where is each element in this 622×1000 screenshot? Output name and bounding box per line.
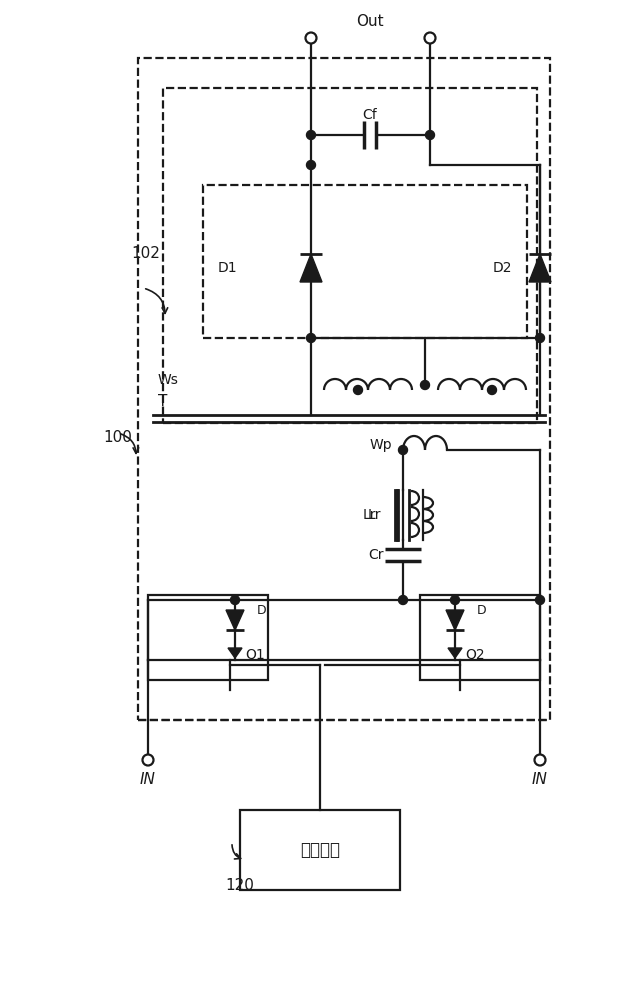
Circle shape xyxy=(534,754,545,766)
Text: Ws: Ws xyxy=(158,373,179,387)
Text: Q1: Q1 xyxy=(245,648,265,662)
Circle shape xyxy=(399,446,407,454)
Text: Cf: Cf xyxy=(363,108,378,122)
Text: 控制单元: 控制单元 xyxy=(300,841,340,859)
Circle shape xyxy=(536,334,544,342)
Text: Q2: Q2 xyxy=(465,648,485,662)
Bar xyxy=(203,185,527,338)
Bar xyxy=(148,595,268,680)
Polygon shape xyxy=(226,610,244,630)
Circle shape xyxy=(425,130,435,139)
Circle shape xyxy=(353,385,363,394)
Polygon shape xyxy=(300,254,322,282)
Text: Out: Out xyxy=(356,14,384,29)
Circle shape xyxy=(307,160,315,169)
Polygon shape xyxy=(448,648,462,658)
Text: IN: IN xyxy=(532,772,548,788)
Circle shape xyxy=(536,595,544,604)
Text: Cr: Cr xyxy=(368,548,384,562)
Text: D1: D1 xyxy=(218,261,238,275)
Circle shape xyxy=(307,130,315,139)
Circle shape xyxy=(305,32,317,43)
Text: T: T xyxy=(158,394,167,410)
Text: Lr: Lr xyxy=(363,508,376,522)
Text: Lr: Lr xyxy=(368,508,381,522)
Bar xyxy=(138,58,550,720)
Circle shape xyxy=(231,595,239,604)
Polygon shape xyxy=(228,648,242,658)
Bar xyxy=(163,88,537,423)
Text: 102: 102 xyxy=(131,245,160,260)
Text: D: D xyxy=(477,603,486,616)
Circle shape xyxy=(307,334,315,342)
Polygon shape xyxy=(529,254,551,282)
Bar xyxy=(420,595,540,680)
Text: D: D xyxy=(257,603,267,616)
Text: IN: IN xyxy=(140,772,156,788)
Text: Wp: Wp xyxy=(370,438,392,452)
Bar xyxy=(240,810,400,890)
Circle shape xyxy=(399,595,407,604)
Circle shape xyxy=(420,380,430,389)
Polygon shape xyxy=(446,610,464,630)
Text: 120: 120 xyxy=(225,878,254,892)
Circle shape xyxy=(142,754,154,766)
Circle shape xyxy=(424,32,435,43)
Text: 100: 100 xyxy=(103,430,132,446)
Circle shape xyxy=(450,595,460,604)
Text: D2: D2 xyxy=(493,261,512,275)
Circle shape xyxy=(488,385,496,394)
